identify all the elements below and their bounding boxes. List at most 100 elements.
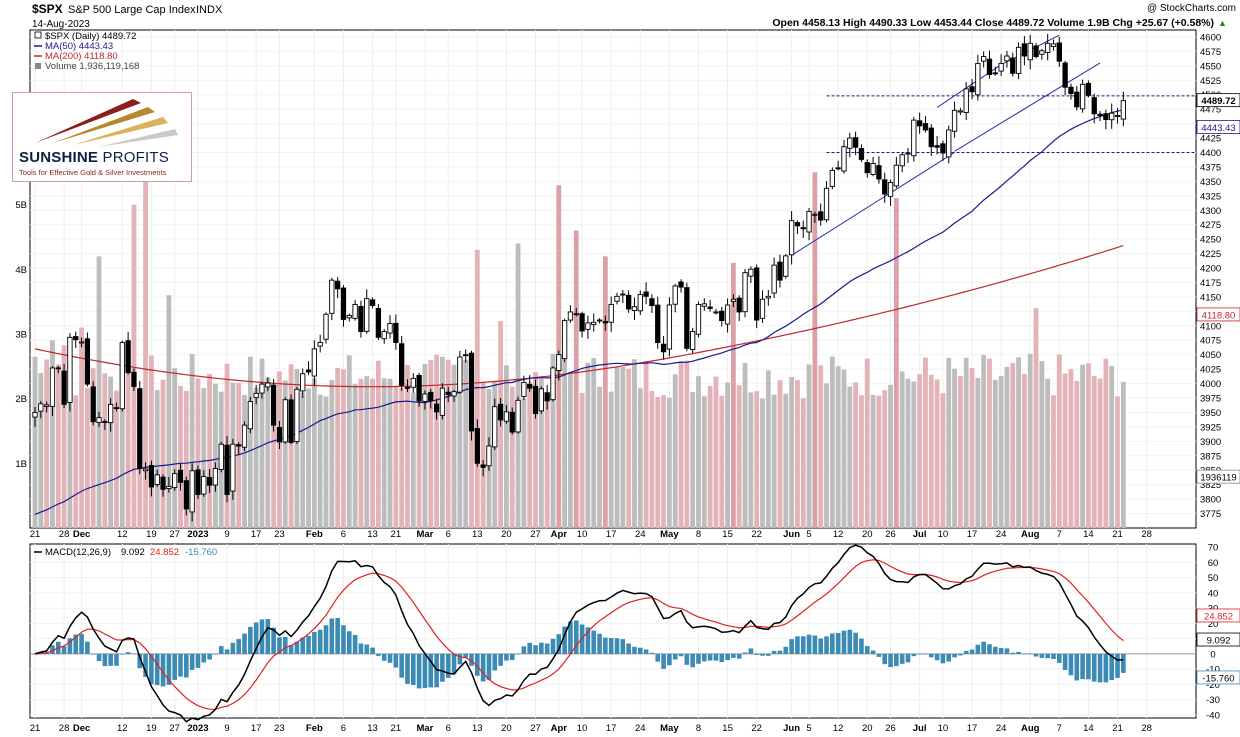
volume-bar [701,396,707,528]
macd-histogram-bar [346,631,352,654]
candle-body [905,152,911,155]
macd-histogram-bar [300,637,306,654]
volume-bar [934,379,940,528]
macd-histogram-bar [1097,653,1103,683]
candle-body [579,313,585,332]
candle-body [317,342,323,347]
date-tick-label: 12 [833,529,844,540]
date-tick-label: 22 [751,529,762,540]
macd-histogram-bar [853,632,858,654]
candle-body [282,399,288,443]
candle-body [340,287,347,320]
macd-histogram-bar [998,647,1004,654]
macd-histogram-bar [940,653,946,664]
legend-volume: Volume 1,936,119,168 [45,61,139,72]
macd-histogram-bar [475,653,480,676]
volume-bar [585,362,591,528]
macd-histogram-bar [306,635,311,654]
candle-body [369,299,376,307]
date-tick-label: Dec [73,529,90,540]
hist-value-tag: -15.760 [1202,673,1234,684]
volume-bar [474,249,480,528]
volume-bar [288,364,294,528]
macd-histogram-bar [562,626,567,654]
macd-histogram-bar [358,643,364,654]
volume-bar [55,364,61,528]
candle-body [841,146,847,172]
volume-bar [1068,369,1074,528]
candle-body [154,474,160,485]
macd-histogram-bar [963,650,969,654]
volume-bar [422,363,428,528]
candle-body [375,307,382,338]
date-tick-label: Aug [1021,529,1040,540]
volume-bar [882,390,888,528]
price-tick-label: 3925 [1200,422,1221,433]
macd-histogram-bar [224,649,230,654]
date-tick-label: 10 [938,723,949,734]
candle-body [270,384,277,426]
macd-histogram-bar [480,653,486,682]
candle-body [1120,100,1126,120]
macd-histogram-bar [131,653,137,655]
macd-histogram-bar [754,653,759,655]
volume-bar [655,396,661,528]
date-tick-label: 8 [696,723,701,734]
candle-body [73,336,79,341]
volume-bar [480,382,486,528]
candle-body [847,137,853,149]
volume-tick-label: 3B [15,329,27,340]
date-tick-label: 20 [501,723,512,734]
macd-histogram-bar [1062,653,1068,670]
candle-body [998,63,1004,72]
candle-body [1085,82,1092,96]
candle-body [527,384,533,389]
volume-value-tag: 1936119 [1200,473,1236,484]
candle-body [986,58,993,75]
macd-histogram-bar [317,629,323,654]
candle-body [236,444,242,447]
macd-histogram-bar [539,642,544,654]
volume-bar [207,373,212,528]
macd-panel [29,543,1197,719]
date-tick-label: 21 [1112,529,1123,540]
date-tick-label: 27 [530,529,541,540]
candle-body [690,331,696,350]
volume-bar [282,380,288,528]
date-tick-label: 7 [1057,529,1062,540]
price-tick-label: 3975 [1200,394,1221,405]
candle-body [812,213,818,216]
date-tick-label: 12 [117,529,128,540]
candle-body [1056,42,1062,62]
candle-body [876,165,882,180]
macd-histogram-bar [637,647,643,654]
date-tick-label: 17 [251,723,262,734]
candle-body [666,304,673,350]
volume-bar [736,385,742,528]
volume-bar [445,359,451,528]
volume-tick-label: 2B [15,394,27,405]
volume-bar [189,354,195,528]
volume-bar [451,364,457,528]
candle-body [305,369,312,373]
macd-tick-label: 50 [1208,573,1219,584]
macd-histogram-bar [108,653,113,666]
macd-tick-label: 40 [1208,588,1219,599]
candle-body [1103,113,1109,120]
candle-body [538,388,544,412]
candle-body [131,371,137,387]
date-tick-label: Aug [1021,723,1040,734]
macd-histogram-bar [1004,648,1010,654]
price-tick-label: 3775 [1200,509,1221,520]
candle-body [1027,42,1033,61]
brand: @ StockCharts.com [1147,3,1236,14]
macd-tick-label: -40 [1206,710,1220,721]
macd-histogram-bar [1016,651,1021,654]
date-tick-label: 21 [391,723,402,734]
candle-body [125,340,131,374]
macd-histogram-bar [207,653,212,660]
volume-bar [806,364,812,528]
macd-histogram-bar [154,653,160,686]
volume-bar [626,368,632,528]
